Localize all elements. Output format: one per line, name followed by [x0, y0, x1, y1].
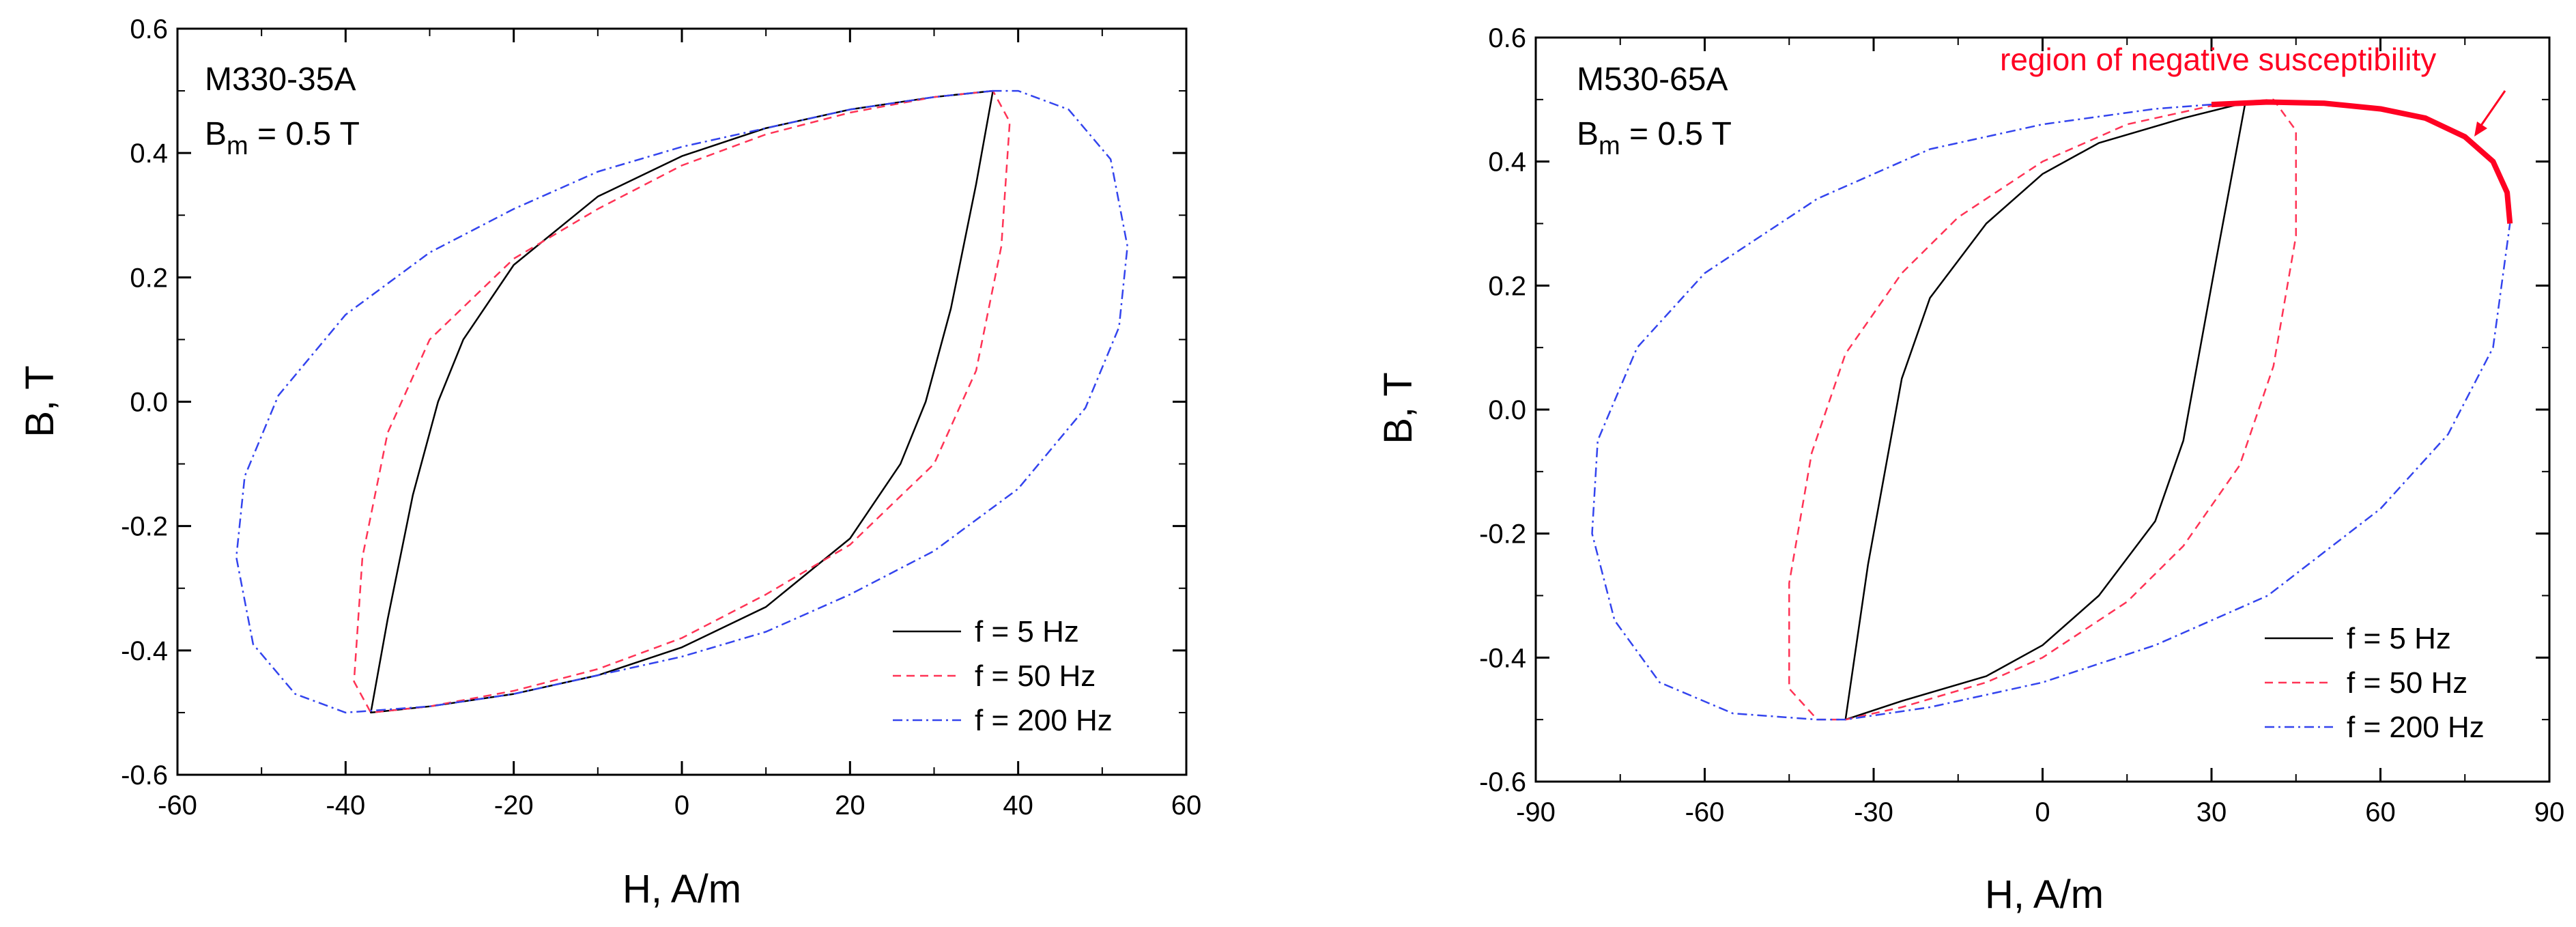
x-tick-label: -60 — [158, 790, 197, 821]
y-tick-label: 0.2 — [130, 263, 168, 293]
legend-label-50hz: f = 50 Hz — [975, 659, 1096, 693]
x-axis-label: H, A/m — [1985, 872, 2104, 917]
x-tick-label: 40 — [1003, 790, 1033, 821]
y-tick-label: -0.2 — [1479, 519, 1526, 550]
y-tick-label: 0.4 — [1488, 147, 1526, 177]
series-line-f-5-hz — [1844, 102, 2246, 721]
y-tick-label: -0.6 — [121, 760, 168, 790]
legend-label-200hz: f = 200 Hz — [975, 704, 1113, 737]
negative-susceptibility-annotation: region of negative susceptibility — [2000, 42, 2436, 77]
chart-m330-35a: -60 -40 -20 0 20 40 60 -0.6 -0.4 -0.2 0.0 0.2 0.4 0.6… — [18, 14, 1201, 911]
y-tick-label: 0.0 — [1488, 395, 1526, 425]
legend-label-5hz: f = 5 Hz — [975, 615, 1079, 648]
chart-m530-65a: -90 -60 -30 0 30 60 90 -0.6 -0.4 -0.2 0.0 0.2 0.4 0.6… — [1376, 23, 2564, 917]
legend: f = 5 Hz f = 50 Hz f = 200 Hz — [2265, 622, 2485, 744]
series-line-f-200-hz — [235, 89, 1129, 714]
legend-label-50hz: f = 50 Hz — [2347, 666, 2467, 700]
series-line-f-50-hz — [1788, 98, 2297, 721]
series-line-f-50-hz — [353, 89, 1011, 714]
x-tick-label: 0 — [2035, 797, 2050, 827]
legend-label-5hz: f = 5 Hz — [2347, 622, 2451, 655]
series-line-f-5-hz — [370, 89, 994, 714]
series-line-f-200-hz — [1591, 103, 2511, 721]
x-tick-label: -90 — [1516, 797, 1556, 827]
x-tick-label: 90 — [2534, 797, 2565, 827]
x-axis-label: H, A/m — [622, 867, 741, 911]
y-tick-label: -0.4 — [121, 636, 168, 666]
y-tick-label: 0.4 — [130, 139, 168, 169]
y-tick-label: -0.4 — [1479, 643, 1526, 673]
y-axis-label: B, T — [1376, 372, 1420, 444]
x-tick-label: 20 — [835, 790, 865, 821]
x-tick-label: 60 — [1171, 790, 1202, 821]
x-tick-label: -30 — [1854, 797, 1893, 827]
y-axis-label: B, T — [18, 365, 62, 437]
sample-label: M530-65A — [1577, 61, 1728, 98]
x-tick-label: -20 — [494, 790, 534, 821]
y-tick-label: -0.2 — [121, 512, 168, 542]
y-tick-label: 0.6 — [1488, 23, 1526, 53]
bm-label: Bm = 0.5 T — [1577, 116, 1732, 160]
x-tick-label: -40 — [326, 790, 365, 821]
x-tick-label: 0 — [674, 790, 689, 821]
x-tick-label: -60 — [1685, 797, 1725, 827]
y-tick-label: 0.0 — [130, 388, 168, 418]
y-tick-label: -0.6 — [1479, 767, 1526, 797]
bm-label: Bm = 0.5 T — [205, 116, 360, 160]
negative-susceptibility-curve — [2211, 99, 2513, 224]
legend: f = 5 Hz f = 50 Hz f = 200 Hz — [893, 615, 1113, 737]
annotation-arrow-shaft — [2478, 90, 2506, 129]
x-tick-label: 60 — [2365, 797, 2396, 827]
y-tick-label: 0.2 — [1488, 271, 1526, 301]
legend-label-200hz: f = 200 Hz — [2347, 711, 2485, 744]
y-tick-label: 0.6 — [130, 14, 168, 44]
sample-label: M330-35A — [205, 61, 356, 98]
annotation-arrow-head — [2474, 122, 2487, 137]
x-tick-label: 30 — [2196, 797, 2227, 827]
